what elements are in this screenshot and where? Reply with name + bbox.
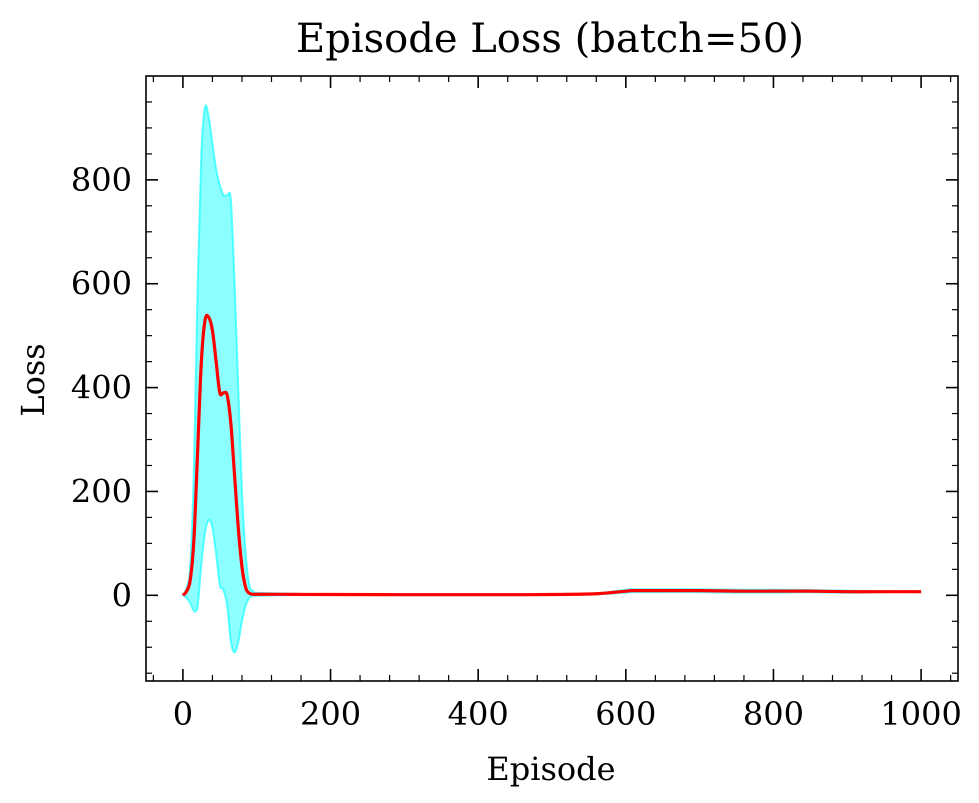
- x-tick-label: 1000: [880, 695, 961, 733]
- x-axis-label: Episode: [486, 750, 615, 788]
- x-tick-label: 600: [595, 695, 656, 733]
- axes: 0 200 400 600 800 1000 0 200 400 600 800: [71, 75, 962, 733]
- x-tick-label: 200: [300, 695, 361, 733]
- y-tick-label: 800: [71, 161, 132, 199]
- y-tick-label: 0: [112, 576, 132, 614]
- y-tick-label: 200: [71, 472, 132, 510]
- x-tick-label: 800: [743, 695, 804, 733]
- series-line-0: [181, 313, 922, 597]
- std-band: [182, 105, 922, 653]
- chart-title: Episode Loss (batch=50): [296, 16, 804, 62]
- plot-area: [181, 104, 922, 654]
- axes-frame: [145, 75, 959, 682]
- band-lower-edge: [182, 518, 922, 654]
- band-upper-edge: [182, 104, 922, 596]
- x-tick-label: 400: [448, 695, 509, 733]
- y-tick-label: 400: [71, 369, 132, 407]
- y-tick-label: 600: [71, 265, 132, 303]
- x-tick-label: 0: [173, 695, 193, 733]
- y-axis-label: Loss: [14, 343, 52, 416]
